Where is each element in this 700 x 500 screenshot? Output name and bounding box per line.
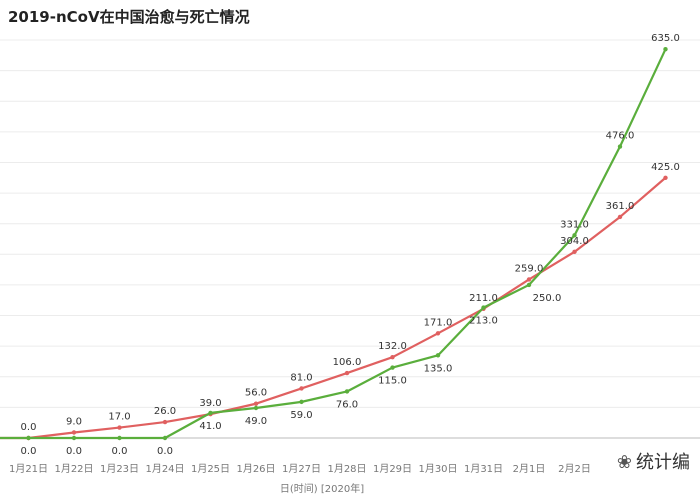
data-label: 0.0 — [66, 446, 82, 457]
x-tick-label: 1月31日 — [464, 463, 503, 475]
data-label: 115.0 — [378, 376, 407, 387]
data-label: 425.0 — [651, 162, 680, 173]
x-tick-label: 1月23日 — [100, 463, 139, 475]
data-point — [344, 389, 350, 394]
data-label: 106.0 — [333, 357, 362, 368]
data-point — [253, 401, 259, 406]
data-label: 0.0 — [21, 422, 37, 433]
x-axis-title: 日(时间) [2020年] — [280, 482, 364, 495]
watermark: ❀ 统计编 — [610, 446, 696, 476]
data-label: 331.0 — [560, 219, 589, 230]
data-point — [481, 305, 486, 310]
data-label: 211.0 — [469, 293, 498, 304]
data-label: 17.0 — [108, 412, 130, 423]
data-point — [299, 386, 304, 391]
x-tick-label: 1月22日 — [54, 463, 93, 475]
data-label: 304.0 — [560, 236, 589, 247]
data-point — [663, 46, 668, 52]
data-label: 259.0 — [515, 263, 544, 274]
data-label: 132.0 — [378, 341, 407, 352]
data-label: 9.0 — [66, 416, 82, 427]
data-label: 476.0 — [606, 131, 635, 142]
data-point — [117, 425, 122, 430]
x-tick-label: 1月21日 — [9, 463, 48, 475]
data-label: 135.0 — [424, 363, 453, 374]
x-tick-label: 1月26日 — [236, 463, 275, 475]
data-point — [162, 419, 168, 425]
data-label: 81.0 — [290, 372, 312, 383]
watermark-text: 统计编 — [636, 452, 690, 473]
data-point — [617, 144, 623, 149]
data-point — [663, 175, 668, 180]
data-label: 0.0 — [21, 446, 37, 457]
x-tick-label: 2月1日 — [513, 463, 546, 475]
data-label: 59.0 — [290, 410, 312, 421]
data-point — [435, 331, 441, 336]
data-label: 213.0 — [469, 316, 498, 327]
chart-title: 2019-nCoV在中国治愈与死亡情况 — [8, 8, 250, 26]
data-point — [162, 435, 168, 441]
data-point — [26, 435, 31, 441]
data-point — [526, 277, 532, 282]
data-label: 56.0 — [245, 388, 267, 399]
data-label: 171.0 — [424, 317, 453, 328]
series-line — [0, 176, 667, 440]
x-tick-label: 1月24日 — [145, 463, 184, 475]
data-label: 361.0 — [606, 201, 635, 212]
data-label: 250.0 — [533, 293, 562, 304]
data-point — [253, 405, 259, 411]
data-point — [390, 354, 395, 360]
wechat-icon: ❀ — [616, 452, 632, 473]
data-point — [435, 353, 441, 358]
data-label: 41.0 — [199, 421, 221, 432]
x-tick-label: 1月25日 — [191, 463, 230, 475]
data-point — [299, 399, 304, 405]
x-tick-label: 1月29日 — [373, 463, 412, 475]
data-label: 0.0 — [112, 446, 128, 457]
data-label: 635.0 — [651, 33, 680, 44]
x-tick-label: 1月30日 — [418, 463, 457, 475]
x-tick-label: 2月2日 — [558, 463, 591, 475]
data-point — [117, 435, 122, 441]
data-point — [71, 435, 77, 441]
data-point — [390, 365, 395, 370]
data-point — [572, 233, 577, 238]
data-point — [71, 430, 77, 435]
data-label: 0.0 — [157, 446, 173, 457]
data-point — [617, 214, 623, 220]
x-tick-label: 1月27日 — [282, 463, 321, 475]
data-label: 76.0 — [336, 399, 358, 410]
data-point — [208, 410, 213, 416]
series-line — [0, 48, 667, 440]
data-point — [526, 282, 532, 288]
x-tick-label: 1月28日 — [327, 463, 366, 475]
data-point — [344, 370, 350, 376]
data-label: 49.0 — [245, 416, 267, 427]
data-point — [572, 249, 577, 255]
data-label: 39.0 — [199, 398, 221, 409]
data-label: 26.0 — [154, 406, 176, 417]
